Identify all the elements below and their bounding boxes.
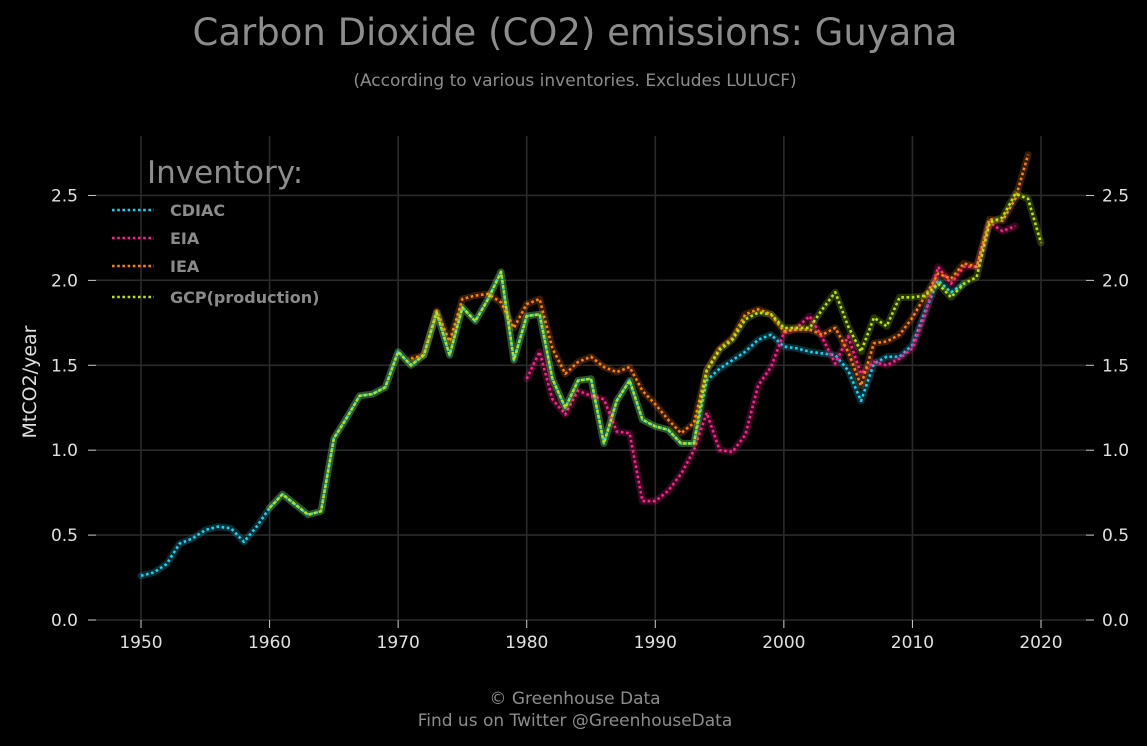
- legend-label-eia: EIA: [170, 229, 200, 248]
- chart-title: Carbon Dioxide (CO2) emissions: Guyana: [193, 11, 958, 54]
- legend-label-iea: IEA: [170, 257, 200, 276]
- y-tick-label-right: 1.5: [1102, 356, 1129, 376]
- y-tick-label-left: 0.5: [51, 526, 78, 546]
- y-tick-label-right: 1.0: [1102, 441, 1129, 461]
- series-line-gcp-production-: [268, 192, 1043, 517]
- chart-subtitle: (According to various inventories. Exclu…: [353, 71, 796, 91]
- x-tick-label: 1990: [634, 633, 677, 653]
- y-tick-label-left: 2.5: [51, 186, 78, 206]
- series-line-iea: [410, 154, 1030, 435]
- x-tick-label: 1950: [119, 633, 162, 653]
- y-tick-label-left: 0.0: [51, 611, 78, 631]
- y-axis-label: MtCO2/year: [19, 325, 41, 438]
- x-tick-label: 1970: [377, 633, 420, 653]
- legend-items: CDIAC EIA IEA GCP(production): [112, 201, 319, 307]
- y-tick-label-right: 2.0: [1102, 271, 1129, 291]
- y-tick-label-left: 1.0: [51, 441, 78, 461]
- x-tick-label: 2020: [1019, 633, 1062, 653]
- y-tick-label-right: 2.5: [1102, 186, 1129, 206]
- series-glow-cdiac: [137, 268, 968, 580]
- y-tick-label-right: 0.5: [1102, 526, 1129, 546]
- legend-label-cdiac: CDIAC: [170, 201, 225, 220]
- x-tick-label: 2000: [762, 633, 805, 653]
- grid: [96, 136, 1086, 621]
- y-tick-label-left: 1.5: [51, 356, 78, 376]
- x-tick-label: 1960: [248, 633, 291, 653]
- legend-label-gcp-production-: GCP(production): [170, 288, 319, 307]
- axes: 0.0 0.0 0.5 0.5 1.0 1.0 1.5 1.5 2.0 2.0 2.5 2.5 1950…: [51, 186, 1129, 653]
- y-tick-label-left: 2.0: [51, 271, 78, 291]
- series-lines: [137, 151, 1045, 580]
- y-tick-label-right: 0.0: [1102, 611, 1129, 631]
- footer-credit: © Greenhouse Data: [489, 689, 660, 709]
- x-tick-label: 2010: [891, 633, 934, 653]
- footer-twitter: Find us on Twitter @GreenhouseData: [418, 711, 733, 731]
- x-tick-label: 1980: [505, 633, 548, 653]
- legend[interactable]: Inventory: CDIAC EIA IEA GCP(production): [112, 155, 319, 307]
- legend-title: Inventory:: [147, 155, 303, 191]
- series-line-cdiac: [140, 270, 965, 578]
